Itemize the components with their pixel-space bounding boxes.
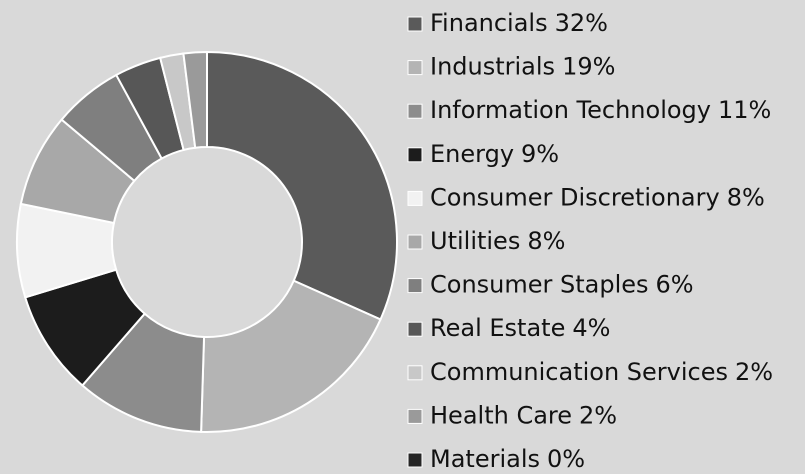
legend-swatch [407,365,423,381]
legend-entry: Real Estate 4% [407,314,610,342]
legend-name: Utilities [430,227,520,255]
legend-name: Information Technology [430,96,711,124]
legend-value: 9% [521,140,559,168]
legend-name: Real Estate [430,314,565,342]
legend-swatch [407,147,423,163]
legend-entry: Information Technology 11% [407,96,771,124]
legend-value: 8% [527,227,565,255]
legend-value: 2% [579,401,617,429]
legend-swatch [407,234,423,250]
donut-slice [182,50,208,149]
legend-name: Energy [430,140,514,168]
legend-entry: Financials 32% [407,9,608,37]
legend-entry: Industrials 19% [407,53,615,81]
legend-value: 19% [562,53,615,81]
legend-name: Communication Services [430,358,728,386]
legend-swatch [407,452,423,468]
legend-label: Real Estate 4% [430,314,610,342]
legend-value: 11% [718,96,771,124]
legend-label: Consumer Staples 6% [430,271,694,299]
legend-swatch [407,321,423,337]
donut-slice [200,279,382,433]
legend-label: Consumer Discretionary 8% [430,183,765,211]
legend-label: Health Care 2% [430,401,617,429]
legend-entry: Utilities 8% [407,227,565,255]
legend-label: Information Technology 11% [430,96,771,124]
legend-label: Industrials 19% [430,53,615,81]
legend-entry: Communication Services 2% [407,358,773,386]
legend-label: Communication Services 2% [430,358,773,386]
legend-swatch [407,60,423,76]
legend-swatch [407,16,423,32]
legend-value: 2% [735,358,773,386]
legend-name: Financials [430,9,548,37]
legend-name: Consumer Staples [430,271,649,299]
legend-entry: Materials 0% [407,445,585,473]
legend-swatch [407,190,423,206]
legend-name: Consumer Discretionary [430,183,720,211]
legend-value: 32% [555,9,608,37]
legend-entry: Energy 9% [407,140,559,168]
legend-swatch [407,103,423,119]
legend-swatch [407,278,423,294]
legend-entry: Consumer Discretionary 8% [407,183,765,211]
legend-name: Industrials [430,53,555,81]
donut-slice [206,50,398,321]
legend-label: Energy 9% [430,140,559,168]
legend-value: 8% [727,183,765,211]
legend-name: Materials [430,445,540,473]
legend-label: Financials 32% [430,9,608,37]
legend-value: 6% [656,271,694,299]
legend-label: Utilities 8% [430,227,565,255]
legend-value: 0% [547,445,585,473]
legend-entry: Consumer Staples 6% [407,271,694,299]
legend-swatch [407,408,423,424]
legend-name: Health Care [430,401,572,429]
legend-value: 4% [572,314,610,342]
legend-entry: Health Care 2% [407,401,617,429]
legend-label: Materials 0% [430,445,585,473]
